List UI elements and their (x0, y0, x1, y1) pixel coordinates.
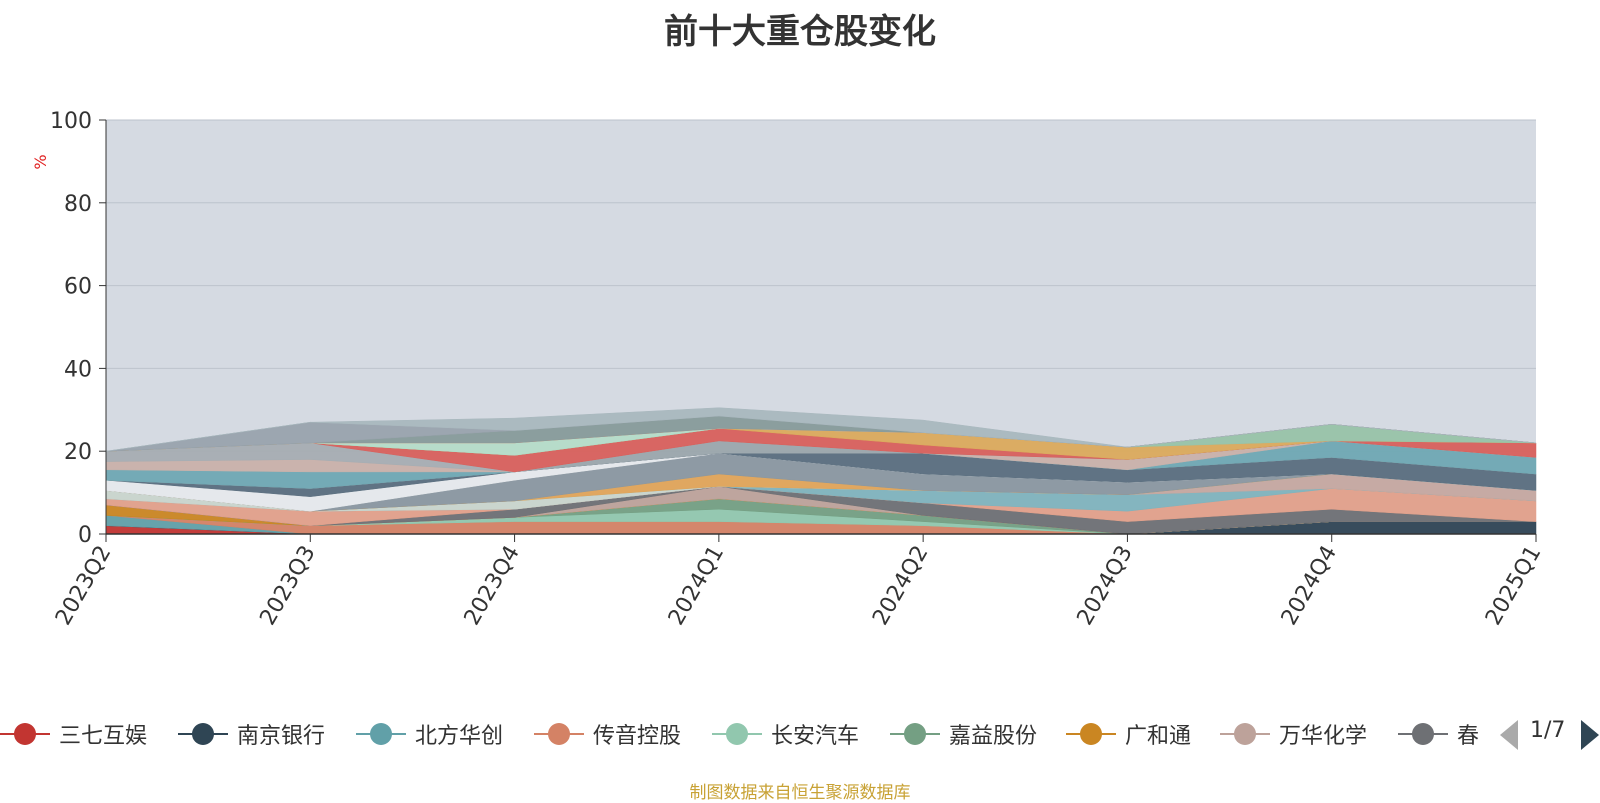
legend-item[interactable]: 嘉益股份 (890, 712, 1037, 756)
y-tick-label: 0 (78, 523, 92, 548)
legend-label: 万华化学 (1279, 724, 1368, 749)
legend-marker-icon (0, 722, 50, 746)
legend-item[interactable]: 广和通 (1066, 712, 1191, 756)
chart-title: 前十大重仓股变化 (664, 12, 936, 52)
legend: 三七互娱 南京银行 北方华创 传音控股 长安汽车 嘉益股份 广和通 万华化学 春 (0, 712, 1480, 756)
x-tick-label: 2023Q2 (51, 542, 116, 630)
legend-label: 北方华创 (415, 724, 504, 749)
legend-label: 广和通 (1125, 724, 1192, 749)
y-tick-label: 80 (64, 192, 92, 217)
legend-marker-icon (712, 722, 762, 746)
stacked-area-chart: 0 20 40 60 80 100 2023Q2 2023Q3 2023Q4 2024Q1 2024… (31, 109, 1546, 630)
legend-label: 三七互娱 (59, 724, 148, 749)
legend-pager: 1/7 (1500, 716, 1600, 752)
triangle-right-icon[interactable] (1581, 720, 1599, 750)
x-tick-label: 2024Q4 (1277, 542, 1342, 630)
legend-item[interactable]: 三七互娱 (0, 712, 147, 756)
legend-marker-icon (178, 722, 228, 746)
legend-marker-icon (1220, 722, 1270, 746)
y-tick-label: 60 (64, 275, 92, 300)
legend-marker-icon (534, 722, 584, 746)
legend-item[interactable]: 春 (1398, 712, 1479, 756)
y-tick-label: 20 (64, 440, 92, 465)
area-series-group (105, 407, 1537, 535)
y-tick-label: 100 (50, 109, 92, 134)
legend-label: 传音控股 (593, 724, 682, 749)
x-tick-label: 2023Q4 (460, 542, 525, 630)
y-axis-label: % (31, 154, 50, 169)
x-tick-label: 2025Q1 (1481, 542, 1546, 630)
x-tick-label: 2024Q3 (1073, 542, 1138, 630)
legend-marker-icon (1398, 722, 1448, 746)
legend-item[interactable]: 万华化学 (1220, 712, 1367, 756)
triangle-left-icon[interactable] (1500, 720, 1518, 750)
x-tick-label: 2023Q3 (255, 542, 320, 630)
legend-marker-icon (356, 722, 406, 746)
source-note: 制图数据来自恒生聚源数据库 (689, 783, 911, 803)
y-tick-label: 40 (64, 357, 92, 382)
legend-marker-icon (1066, 722, 1116, 746)
legend-label: 春 (1457, 724, 1480, 749)
legend-label: 南京银行 (237, 724, 326, 749)
x-tick-label: 2024Q1 (664, 542, 729, 630)
legend-page-indicator: 1/7 (1530, 718, 1566, 743)
x-tick-label: 2024Q2 (868, 542, 933, 630)
legend-label: 嘉益股份 (949, 724, 1038, 749)
legend-item[interactable]: 北方华创 (356, 712, 503, 756)
legend-label: 长安汽车 (771, 724, 860, 749)
area-series-30 (105, 407, 1537, 452)
legend-marker-icon (890, 722, 940, 746)
legend-item[interactable]: 传音控股 (534, 712, 681, 756)
legend-item[interactable]: 南京银行 (178, 712, 325, 756)
legend-item[interactable]: 长安汽车 (712, 712, 859, 756)
